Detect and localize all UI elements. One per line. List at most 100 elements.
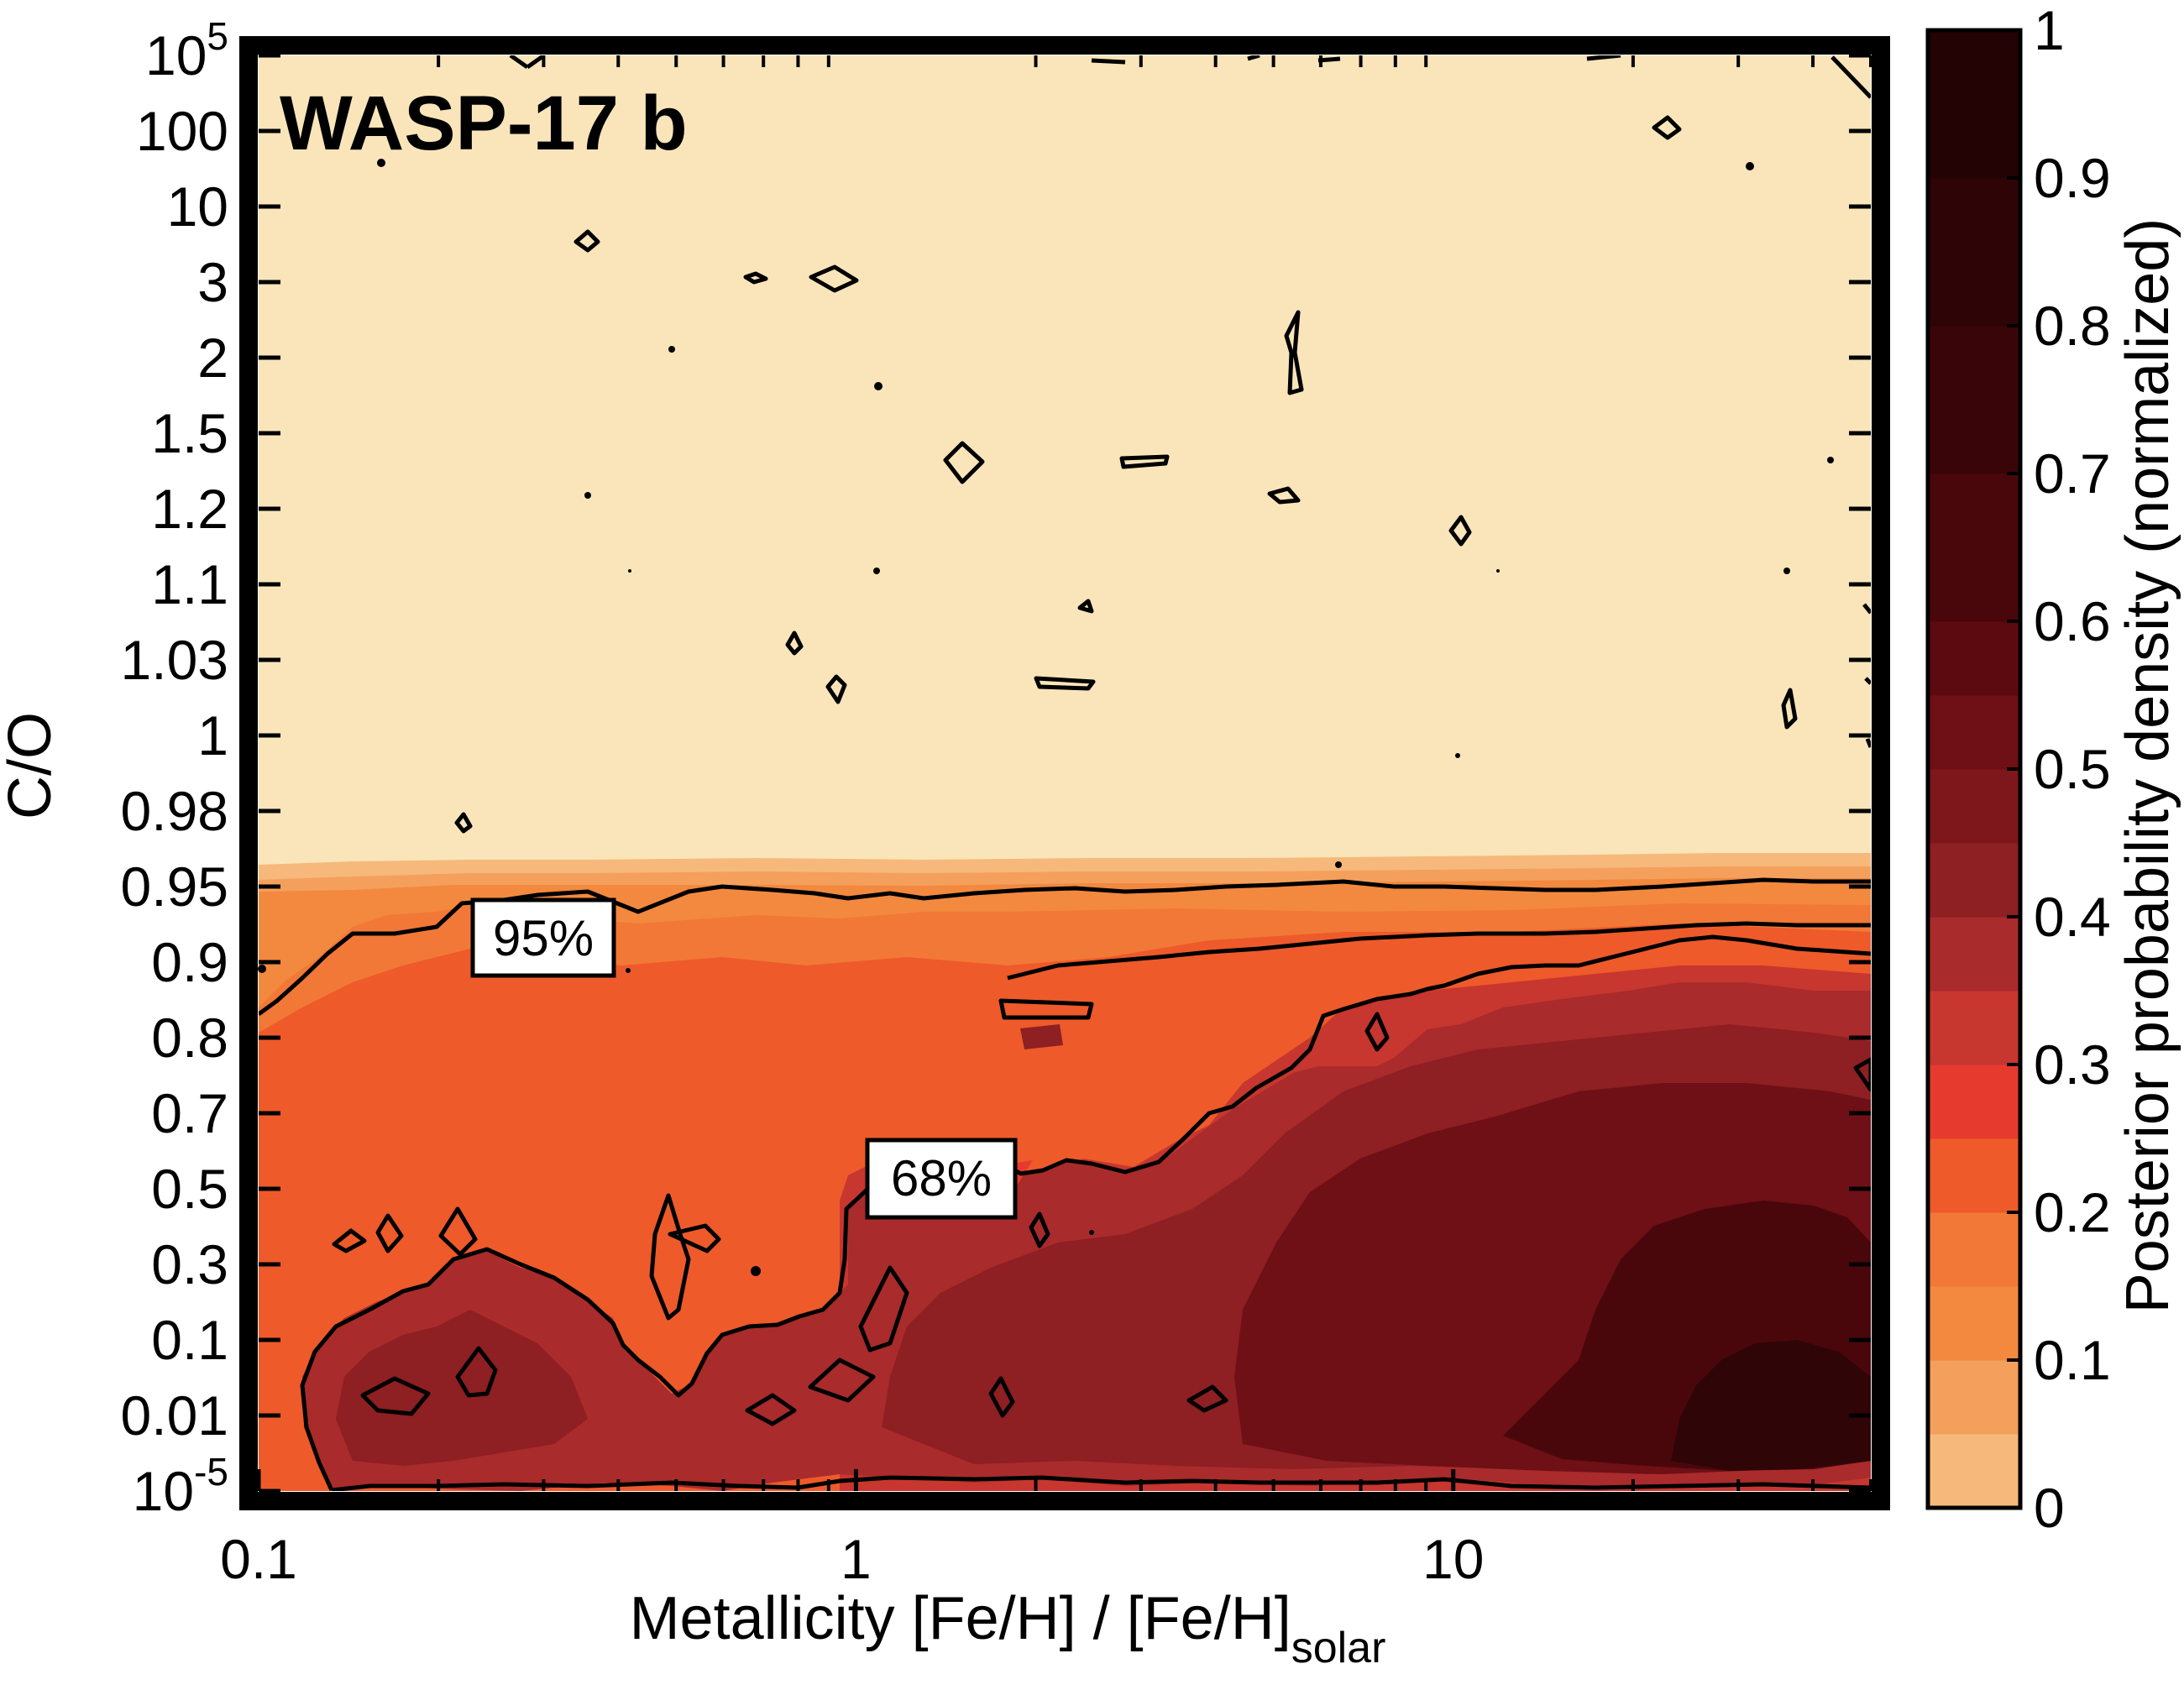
contour-dot: [258, 965, 266, 973]
y-axis-ticks: 10-50.01 0.1 0.3 0.5 0.7 0.8 0.9 0.95 0.98 1 1.03 1…: [121, 14, 1871, 1522]
contour-dots: [258, 159, 1834, 1276]
y-tick-label: 1.1: [151, 553, 228, 615]
contour-island: [1652, 115, 1682, 140]
y-tick-label: 1.2: [151, 478, 228, 540]
contour-island: [455, 1346, 498, 1398]
contour-dot: [377, 159, 385, 167]
contour-island: [1586, 55, 1871, 99]
contour-dot: [1827, 457, 1834, 463]
x-axis-ticks: 0.1 1 10: [220, 55, 1872, 1590]
contour-dot: [584, 492, 591, 499]
contour-dot: [873, 568, 880, 574]
contour-island: [825, 674, 847, 704]
contour-island: [943, 441, 985, 484]
contour-dot: [1746, 162, 1754, 170]
contour-island: [1077, 599, 1094, 614]
colorbar-band: [1928, 1065, 2020, 1139]
colorbar-tick-label: 0: [2034, 1477, 2065, 1539]
x-axis-label-main: Metallicity [Fe/H] / [Fe/H]: [630, 1585, 1291, 1652]
contour-island: [332, 1228, 367, 1253]
x-tick-label: 0.1: [220, 1528, 297, 1590]
x-tick-label: 10: [1422, 1528, 1484, 1590]
colorbar-band: [1928, 178, 2020, 327]
y-tick-label: 0.01: [121, 1384, 228, 1447]
y-tick-label: 0.1: [151, 1309, 228, 1371]
y-tick-label: 1: [197, 704, 228, 767]
colorbar-tick-label: 0.7: [2034, 442, 2111, 505]
colorbar-tick-label: 0.2: [2034, 1181, 2111, 1243]
contour-island: [1186, 1384, 1228, 1413]
density-speck: [1020, 1024, 1063, 1049]
contour-dot: [1335, 861, 1342, 868]
ci-label-68-box: [865, 1138, 1018, 1220]
colorbar-band: [1928, 621, 2020, 696]
contour-island: [509, 55, 546, 70]
colorbar-band: [1928, 326, 2020, 474]
contour-dot: [1496, 569, 1500, 573]
x-axis-label: Metallicity [Fe/H] / [Fe/H]solar: [630, 1585, 1386, 1672]
contour-island: [858, 1265, 909, 1353]
colorbar-tick-label: 0.4: [2034, 886, 2111, 948]
contour-island: [375, 1213, 404, 1253]
contour-island: [743, 271, 768, 285]
contour-island: [1034, 676, 1096, 691]
contour-island: [454, 812, 473, 834]
y-tick-label: 10-5: [133, 1450, 228, 1522]
contour-island: [745, 1393, 797, 1426]
plot-frame: [239, 36, 1890, 1510]
ci-label-95: 95%: [470, 897, 616, 978]
contour-island: [808, 1358, 876, 1403]
colorbar-band: [1928, 991, 2020, 1065]
colorbar-ticks: 0 0.1 0.2 0.3 0.4 0.5 0.6 0.7 0.8 0.9 1: [2007, 0, 2111, 1539]
ci-label-68: 68%: [865, 1138, 1018, 1220]
y-tick-label: 0.9: [151, 931, 228, 993]
contour-dot: [874, 382, 883, 390]
contour-dot: [668, 346, 675, 353]
y-tick-label: 1.5: [151, 402, 228, 464]
y-tick-label: 2: [197, 327, 228, 389]
contour-dot: [1783, 568, 1790, 574]
y-tick-label: 3: [197, 251, 228, 313]
colorbar-tick-label: 0.1: [2034, 1329, 2111, 1391]
contour-island: [785, 630, 804, 656]
chart-title: WASP-17 b: [280, 81, 688, 166]
ci-label-95-box: [470, 897, 616, 978]
contour-island: [809, 264, 859, 293]
colorbar-tick-label: 0.9: [2034, 147, 2111, 209]
colorbar-label: Posterior probability density (normalize…: [2114, 218, 2181, 1314]
y-tick-label: 0.95: [121, 855, 228, 918]
contour-island: [360, 1376, 431, 1416]
y-tick-label: 0.7: [151, 1082, 228, 1144]
contour-island: [1364, 1012, 1390, 1052]
contour-68-bottom: [331, 1475, 1871, 1491]
y-tick-label: 0.3: [151, 1233, 228, 1295]
contour-dot: [628, 569, 631, 573]
contour-dot: [1089, 1230, 1094, 1235]
colorbar-band: [1928, 1286, 2020, 1361]
contour-lines: [259, 55, 1871, 1491]
colorbar-tick-label: 0.5: [2034, 738, 2111, 800]
y-axis-label: C/O: [0, 712, 64, 819]
x-tick-label: 1: [841, 1528, 872, 1590]
heatmap-layers: [259, 853, 1871, 1491]
contour-island: [1448, 515, 1472, 547]
colorbar-band: [1928, 843, 2020, 918]
ci-label-95-text: 95%: [493, 910, 594, 966]
contour-island: [438, 1206, 478, 1257]
colorbar-tick-label: 0.8: [2034, 295, 2111, 357]
y-tick-label: 100: [136, 100, 228, 162]
y-tick-label: 0.5: [151, 1158, 228, 1220]
contour-island: [668, 1223, 721, 1253]
contour-dot: [751, 1266, 761, 1276]
contour-95-upper: [259, 877, 1871, 1017]
contour-dot: [626, 968, 631, 973]
colorbar-band: [1928, 30, 2020, 179]
contour-island: [1781, 688, 1798, 730]
contour-island: [1119, 454, 1170, 469]
y-tick-label: 105: [145, 14, 228, 86]
colorbar-band: [1928, 1212, 2020, 1287]
contour-95-lower: [1007, 921, 1871, 981]
contour-island: [1029, 1211, 1050, 1248]
contour-island: [1267, 486, 1301, 505]
